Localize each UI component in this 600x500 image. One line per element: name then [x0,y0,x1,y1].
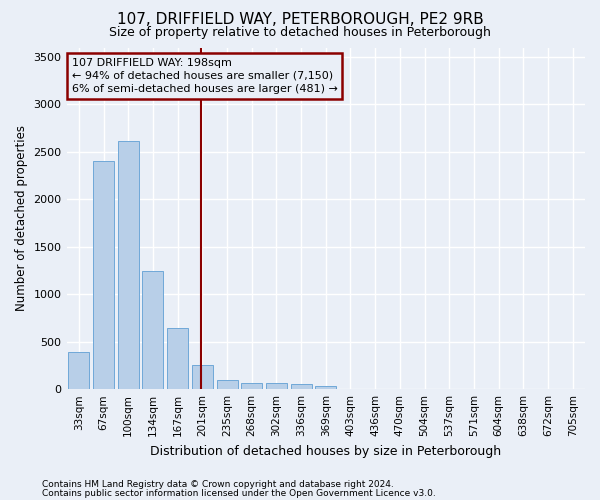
X-axis label: Distribution of detached houses by size in Peterborough: Distribution of detached houses by size … [150,444,502,458]
Bar [266,384,287,389]
Text: Size of property relative to detached houses in Peterborough: Size of property relative to detached ho… [109,26,491,39]
Bar [118,142,139,389]
Bar [93,162,114,389]
Bar [142,272,163,389]
Bar [241,384,262,389]
Text: Contains public sector information licensed under the Open Government Licence v3: Contains public sector information licen… [42,489,436,498]
Bar [68,352,89,389]
Text: 107, DRIFFIELD WAY, PETERBOROUGH, PE2 9RB: 107, DRIFFIELD WAY, PETERBOROUGH, PE2 9R… [116,12,484,28]
Bar [217,380,238,389]
Text: 107 DRIFFIELD WAY: 198sqm
← 94% of detached houses are smaller (7,150)
6% of sem: 107 DRIFFIELD WAY: 198sqm ← 94% of detac… [72,58,338,94]
Bar [315,386,336,389]
Bar [290,384,311,389]
Text: Contains HM Land Registry data © Crown copyright and database right 2024.: Contains HM Land Registry data © Crown c… [42,480,394,489]
Bar [192,364,213,389]
Y-axis label: Number of detached properties: Number of detached properties [15,126,28,312]
Bar [167,328,188,389]
